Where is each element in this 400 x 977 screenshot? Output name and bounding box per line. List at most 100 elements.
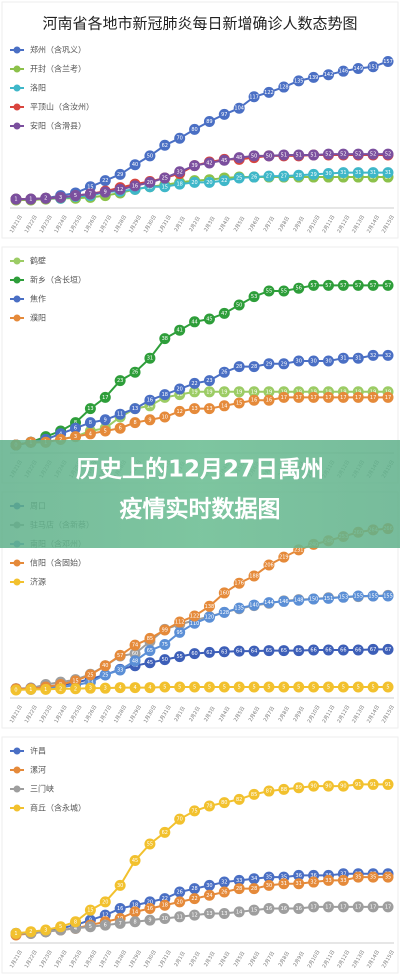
point [203,115,215,127]
point [203,375,215,387]
point [174,324,186,336]
point-label: 31 [281,881,287,887]
point-label: 26 [176,889,182,895]
point [174,896,186,908]
point-label: 35 [266,875,272,881]
point-label: 5 [223,684,226,690]
point-label: 6 [104,923,107,929]
point-label: 14 [147,403,153,409]
point [99,186,111,198]
point-label: 120 [205,615,215,621]
point [159,411,171,423]
point [114,422,126,434]
point [203,681,215,693]
point [84,417,96,429]
point [114,903,126,915]
banner-line: 历史上的12月27日禹州 [76,456,324,483]
point [233,645,245,657]
point-label: 30 [325,171,331,177]
point-label: 33 [236,878,242,884]
point-label: 38 [162,336,168,342]
point [114,649,126,661]
point [174,405,186,417]
point-label: 30 [117,883,123,889]
point [352,63,364,75]
point-label: 25 [102,672,108,678]
point-label: 31 [296,881,302,887]
point [70,190,82,202]
point [352,148,364,160]
point-label: 5 [267,684,270,690]
point-label: 36 [310,873,316,879]
point-label: 5 [104,429,107,435]
point-label: 128 [220,610,230,616]
point [278,783,290,795]
point [84,188,96,200]
point-label: 70 [176,817,182,823]
legend-label: 开封（含兰考） [30,64,86,74]
point-label: 32 [370,353,376,359]
point-label: 15 [251,908,257,914]
point-label: 9 [104,417,107,423]
point [99,896,111,908]
point-label: 67 [370,647,376,653]
point-label: 80 [191,127,197,133]
point [263,559,275,571]
point [367,590,379,602]
point-label: 26 [221,889,227,895]
point [322,279,334,291]
point-label: 55 [176,654,182,660]
point [114,664,126,676]
point [322,681,334,693]
point [233,299,245,311]
point-label: 17 [281,395,287,401]
point [159,333,171,345]
point-label: 75 [191,808,197,814]
point [263,170,275,182]
point-label: 99 [162,627,168,633]
point-label: 160 [220,590,230,596]
point-label: 19 [191,389,197,395]
point-label: 3 [44,928,47,934]
point [218,108,230,120]
point-label: 51 [296,153,302,159]
point [203,907,215,919]
point-label: 29 [117,172,123,178]
point [189,610,201,622]
point-label: 146 [339,69,349,75]
point-label: 89 [206,119,212,125]
legend-dot [13,276,21,284]
point [263,681,275,693]
point [159,172,171,184]
point-label: 30 [206,883,212,889]
point-label: 17 [355,395,361,401]
point [218,366,230,378]
point-label: 12 [117,187,123,193]
point [84,682,96,694]
point-label: 18 [162,392,168,398]
point [159,139,171,151]
point-label: 3 [89,686,92,692]
point [159,389,171,401]
point [263,903,275,915]
point [293,878,305,890]
point [129,655,141,667]
point [308,644,320,656]
point-label: 5 [163,684,166,690]
point-label: 6 [119,426,122,432]
legend-label: 洛阳 [30,83,46,93]
point-label: 9 [104,190,107,196]
legend-label: 郑州（含巩义） [30,45,86,55]
point-label: 16 [266,398,272,404]
point-label: 60 [132,651,138,657]
point [293,75,305,87]
point-label: 206 [264,563,274,569]
point [382,590,394,602]
legend-dot [13,785,21,793]
point-label: 22 [191,381,197,387]
point [144,632,156,644]
point [322,874,334,886]
point [248,394,260,406]
point [233,397,245,409]
point [263,879,275,891]
